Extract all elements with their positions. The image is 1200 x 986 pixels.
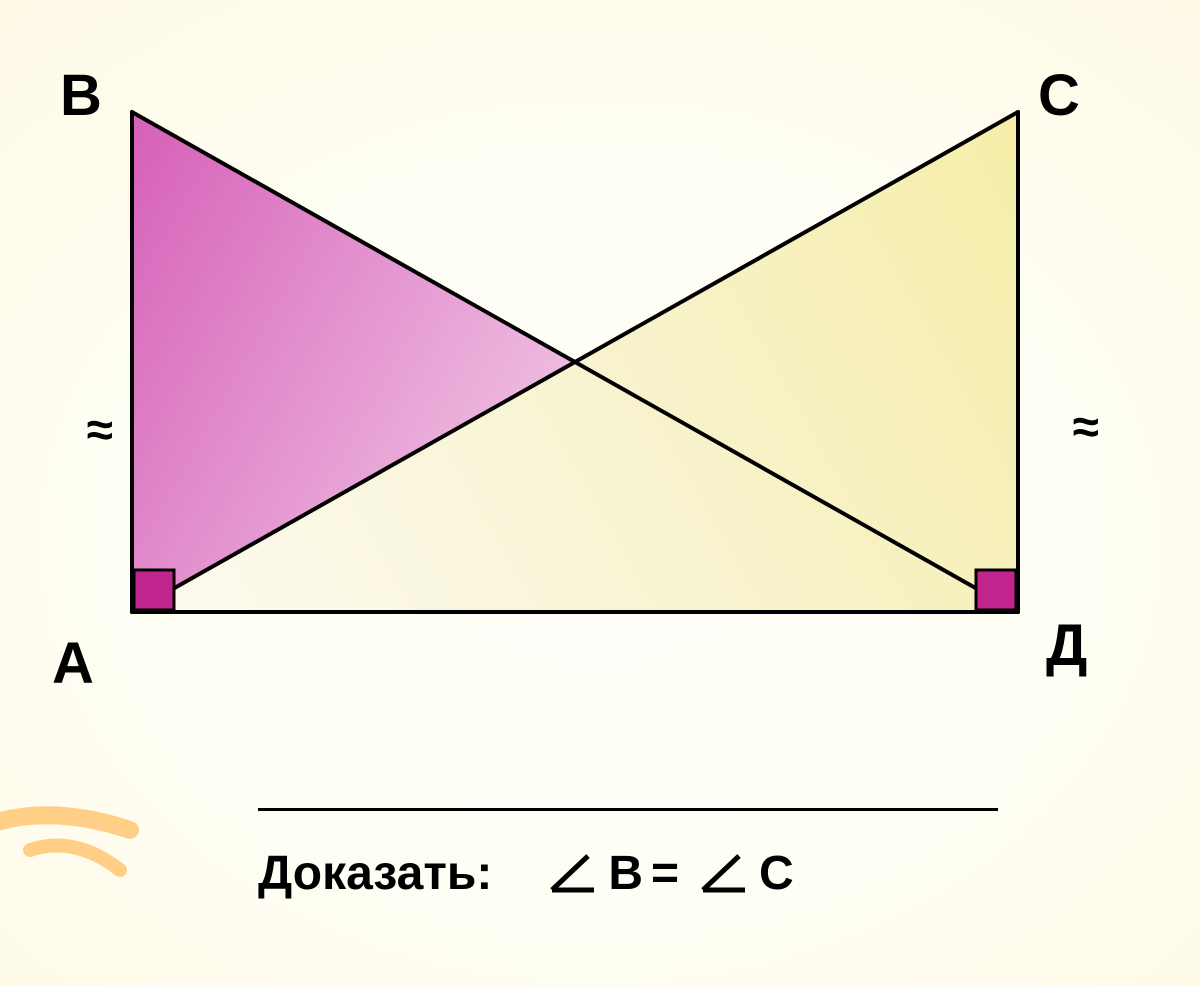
vertex-label-d: Д (1046, 612, 1087, 679)
proof-statement: Доказать: В = С (258, 846, 794, 901)
proof-label: Доказать: (258, 846, 492, 901)
proof-expression: В = С (546, 846, 793, 901)
angle-rhs: С (759, 846, 794, 901)
vertex-label-a: А (52, 630, 94, 697)
angle-icon (697, 852, 751, 896)
geometry-figure (100, 60, 1100, 700)
congruent-mark-cd: ≈ (1072, 400, 1098, 455)
vertex-label-c: С (1038, 62, 1080, 129)
angle-lhs: В (608, 846, 643, 901)
vertex-label-b: В (60, 62, 102, 129)
angle-icon (546, 852, 600, 896)
equals-sign: = (651, 846, 679, 901)
congruent-mark-ab: ≈ (86, 403, 112, 458)
proof-divider (258, 808, 998, 811)
decorative-arc (0, 720, 140, 980)
